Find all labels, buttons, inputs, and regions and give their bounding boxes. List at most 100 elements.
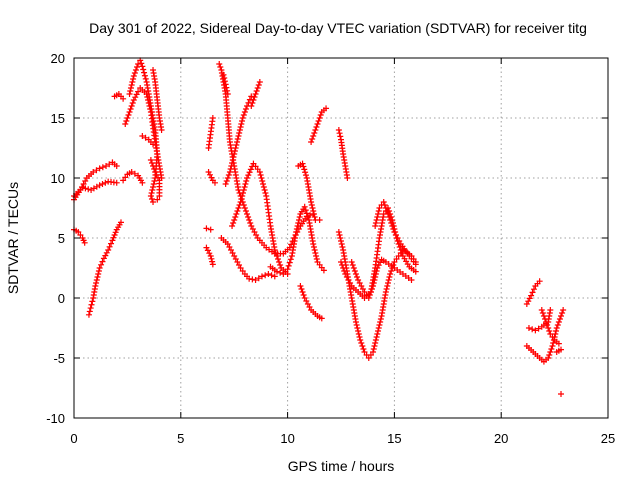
data-segment bbox=[248, 79, 263, 109]
data-point bbox=[273, 268, 280, 275]
data-point bbox=[238, 121, 245, 127]
data-point bbox=[96, 165, 103, 172]
x-tick-label: 5 bbox=[177, 431, 184, 446]
data-point bbox=[117, 219, 124, 226]
data-point bbox=[373, 268, 380, 274]
data-point bbox=[139, 63, 146, 70]
data-point bbox=[206, 171, 213, 178]
data-point bbox=[240, 112, 247, 118]
data-point bbox=[352, 271, 359, 277]
data-point bbox=[92, 283, 99, 289]
data-point bbox=[128, 82, 135, 88]
data-point bbox=[231, 151, 238, 157]
chart-title: Day 301 of 2022, Sidereal Day-to-day VTE… bbox=[89, 20, 587, 36]
data-segment bbox=[126, 57, 161, 205]
data-point bbox=[265, 271, 272, 277]
data-point bbox=[152, 169, 159, 175]
data-point bbox=[340, 265, 347, 271]
data-point bbox=[130, 76, 137, 82]
data-point bbox=[223, 84, 230, 91]
data-point bbox=[368, 286, 375, 292]
data-point bbox=[81, 239, 88, 246]
data-point bbox=[302, 207, 309, 214]
data-point bbox=[293, 229, 300, 235]
data-point bbox=[320, 267, 327, 274]
data-point bbox=[553, 325, 560, 331]
data-point bbox=[318, 315, 325, 322]
data-point bbox=[126, 109, 133, 115]
data-point bbox=[308, 202, 315, 208]
data-point bbox=[308, 199, 315, 205]
data-point bbox=[350, 265, 357, 271]
data-segment bbox=[229, 160, 291, 277]
data-point bbox=[255, 275, 262, 282]
data-point bbox=[102, 252, 109, 259]
data-point bbox=[380, 199, 387, 205]
data-point bbox=[226, 169, 233, 175]
x-tick-label: 20 bbox=[494, 431, 508, 446]
data-point bbox=[373, 334, 380, 340]
data-point bbox=[545, 355, 552, 361]
data-point bbox=[375, 211, 382, 217]
data-segment bbox=[297, 283, 325, 322]
data-point bbox=[150, 199, 157, 205]
data-point bbox=[150, 141, 157, 148]
data-point bbox=[106, 243, 113, 250]
data-point bbox=[529, 326, 536, 333]
data-point bbox=[148, 190, 155, 196]
data-point bbox=[236, 130, 243, 136]
data-point bbox=[381, 202, 388, 208]
data-point bbox=[113, 163, 120, 169]
data-point bbox=[371, 343, 378, 349]
data-point bbox=[372, 271, 379, 277]
data-point bbox=[111, 232, 118, 238]
data-point bbox=[370, 280, 377, 286]
data-point bbox=[236, 127, 243, 133]
data-point bbox=[384, 211, 391, 217]
data-point bbox=[370, 346, 377, 352]
data-point bbox=[528, 292, 535, 299]
data-point bbox=[88, 301, 95, 308]
data-point bbox=[389, 223, 396, 229]
data-point bbox=[82, 185, 89, 192]
data-point bbox=[122, 121, 129, 127]
data-point bbox=[412, 268, 419, 275]
data-point bbox=[341, 268, 348, 274]
data-point bbox=[338, 241, 345, 247]
data-point bbox=[207, 253, 214, 259]
data-point bbox=[131, 70, 138, 76]
data-point bbox=[239, 118, 246, 124]
data-point bbox=[141, 69, 148, 76]
data-point bbox=[287, 256, 294, 263]
data-point bbox=[229, 157, 236, 163]
data-point bbox=[297, 283, 304, 289]
data-point bbox=[310, 211, 317, 217]
data-point bbox=[222, 181, 229, 187]
data-segment bbox=[335, 127, 351, 181]
data-point bbox=[310, 244, 317, 250]
data-segment bbox=[553, 346, 565, 355]
data-point bbox=[150, 184, 157, 190]
data-point bbox=[546, 352, 553, 358]
data-point bbox=[124, 115, 131, 121]
data-point bbox=[231, 217, 238, 223]
data-point bbox=[245, 172, 252, 179]
data-point bbox=[553, 328, 560, 334]
data-point bbox=[295, 217, 302, 223]
data-point bbox=[371, 277, 378, 283]
data-point bbox=[525, 325, 532, 331]
data-point bbox=[99, 164, 106, 171]
data-point bbox=[258, 175, 265, 181]
data-point bbox=[235, 187, 242, 193]
data-point bbox=[543, 319, 550, 325]
data-point bbox=[523, 301, 530, 307]
data-point bbox=[79, 184, 86, 191]
data-point bbox=[535, 325, 542, 332]
data-point bbox=[106, 161, 113, 168]
data-point bbox=[344, 175, 351, 181]
data-point bbox=[99, 258, 106, 265]
data-point bbox=[298, 286, 305, 292]
data-segment bbox=[120, 169, 146, 186]
data-point bbox=[94, 274, 101, 280]
data-point bbox=[276, 259, 283, 265]
